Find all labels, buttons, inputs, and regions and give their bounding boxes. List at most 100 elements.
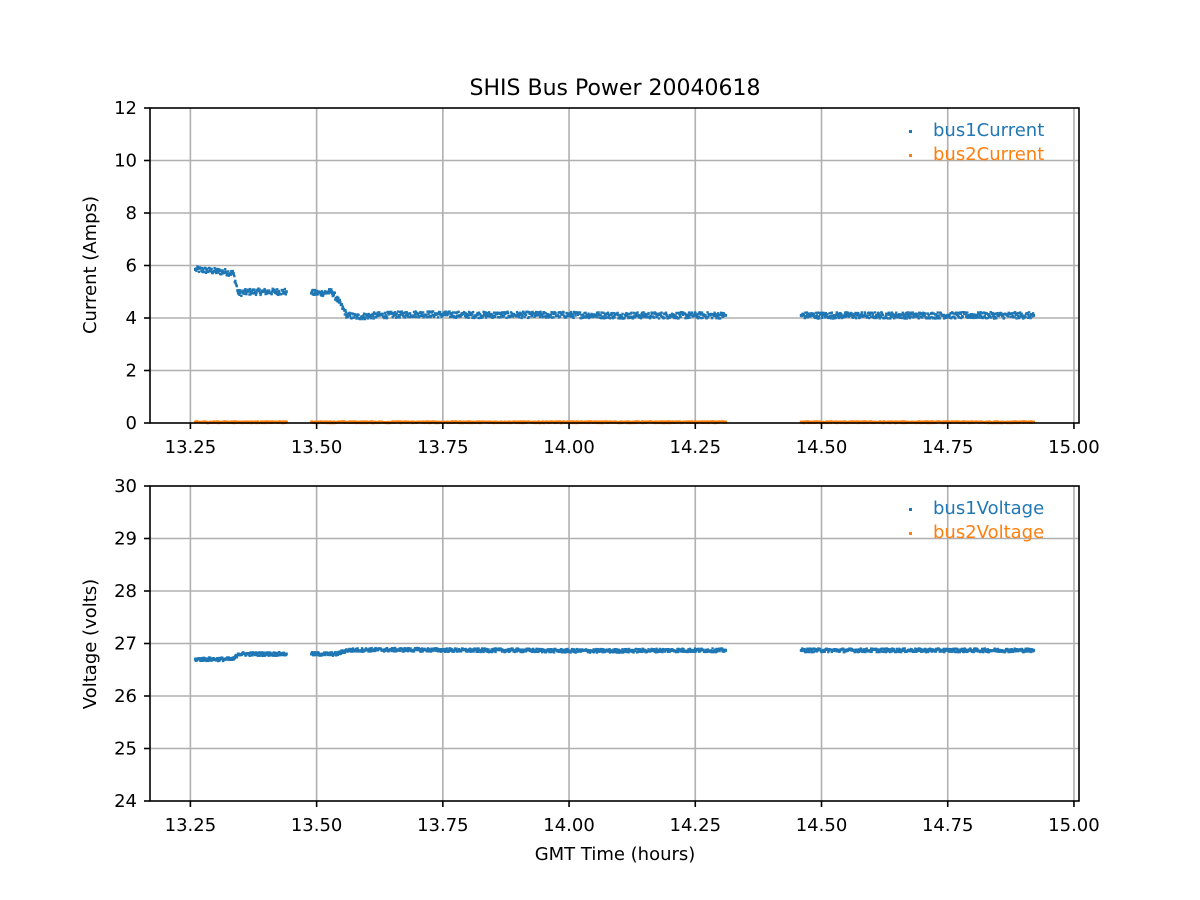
data-point: [948, 313, 951, 316]
data-point: [823, 650, 826, 653]
data-point: [447, 649, 451, 652]
data-point: [854, 311, 857, 315]
data-point: [477, 311, 481, 314]
data-point: [384, 649, 387, 652]
data-point: [601, 650, 604, 654]
data-point: [253, 653, 257, 657]
data-point: [809, 315, 812, 318]
data-point: [505, 316, 508, 320]
data-point: [541, 312, 545, 315]
data-point: [955, 313, 958, 317]
data-point: [366, 314, 369, 317]
data-point: [346, 315, 350, 319]
data-point: [692, 649, 696, 652]
data-point: [866, 314, 869, 317]
data-point: [714, 314, 717, 317]
data-point: [400, 310, 403, 313]
data-point: [1024, 647, 1027, 651]
x-tick-label: 15.00: [1048, 437, 1100, 458]
data-point: [599, 313, 602, 317]
data-point: [362, 312, 366, 315]
data-point: [811, 647, 814, 650]
data-point: [640, 649, 643, 652]
data-point: [822, 311, 825, 315]
data-point: [484, 316, 488, 319]
data-point: [561, 313, 564, 316]
data-point: [273, 651, 276, 654]
data-point: [607, 316, 610, 319]
data-point: [420, 313, 424, 316]
data-point: [1018, 315, 1021, 318]
data-point: [810, 649, 813, 652]
data-point: [569, 651, 572, 654]
data-point: [870, 650, 873, 653]
data-point: [490, 313, 494, 316]
data-point: [958, 316, 961, 319]
data-point: [998, 313, 1001, 317]
data-point: [220, 656, 224, 659]
data-point: [987, 312, 990, 316]
data-point: [990, 316, 993, 319]
data-point: [671, 315, 674, 318]
data-point: [266, 651, 270, 654]
data-point: [596, 316, 599, 319]
data-point: [1009, 650, 1012, 654]
data-point: [884, 314, 887, 318]
data-point: [391, 647, 395, 651]
data-point: [626, 420, 629, 423]
data-point: [863, 314, 866, 318]
data-point: [563, 648, 567, 651]
data-point: [605, 316, 609, 319]
data-point: [926, 312, 929, 315]
data-point: [475, 650, 478, 653]
data-point: [444, 310, 447, 313]
data-point: [210, 267, 213, 271]
voltage-grid: [150, 486, 1079, 801]
data-point: [600, 647, 603, 651]
data-point: [918, 649, 921, 653]
data-point: [810, 650, 813, 654]
data-point: [351, 650, 354, 653]
data-point: [892, 315, 895, 318]
data-point: [610, 312, 614, 316]
data-point: [1002, 316, 1006, 319]
data-point: [611, 316, 615, 320]
data-point: [330, 288, 333, 291]
data-point: [888, 313, 891, 316]
data-point: [600, 311, 603, 314]
data-point: [281, 653, 284, 657]
data-point: [706, 648, 710, 651]
data-point: [500, 311, 504, 314]
y-tick-label: 26: [114, 686, 137, 707]
data-point: [390, 649, 393, 653]
data-point: [914, 647, 917, 650]
data-point: [402, 311, 406, 315]
data-point: [319, 294, 323, 297]
data-point: [581, 313, 585, 316]
data-point: [584, 311, 587, 315]
data-point: [486, 314, 490, 318]
voltage-data-points: [193, 646, 1036, 663]
data-point: [695, 316, 698, 319]
data-point: [711, 647, 714, 650]
data-point: [624, 647, 628, 651]
data-point: [935, 315, 938, 318]
data-point: [878, 317, 881, 320]
data-point: [657, 317, 661, 320]
data-point: [986, 316, 989, 320]
data-point: [231, 271, 235, 275]
data-point: [350, 648, 354, 652]
data-point: [586, 648, 589, 652]
data-point: [478, 420, 481, 423]
data-point: [258, 654, 262, 657]
data-point: [981, 312, 984, 315]
data-point: [816, 315, 819, 319]
data-point: [972, 650, 975, 654]
data-point: [278, 291, 281, 294]
data-point: [207, 659, 210, 663]
data-point: [954, 317, 957, 320]
data-point: [202, 656, 206, 660]
data-point: [993, 317, 996, 320]
data-point: [698, 311, 702, 314]
